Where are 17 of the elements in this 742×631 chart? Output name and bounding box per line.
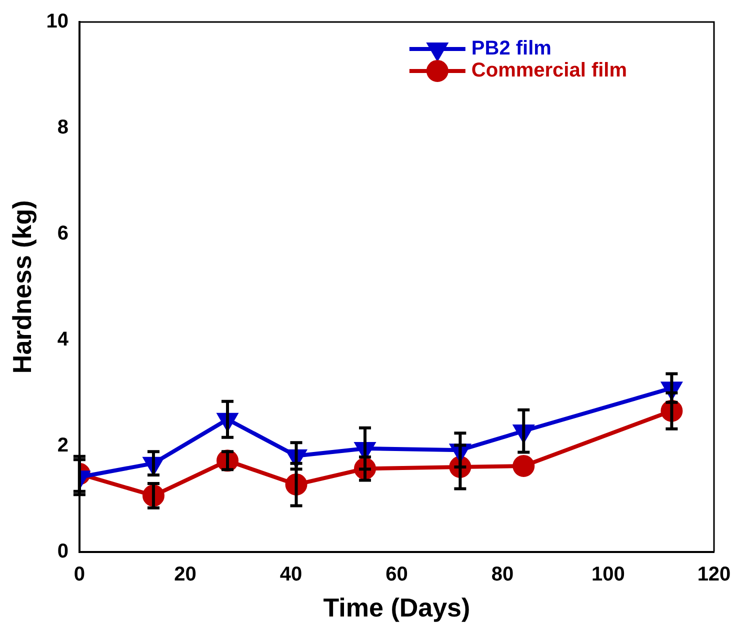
- x-axis-title: Time (Days): [323, 592, 470, 623]
- x-tick-label: 0: [74, 563, 86, 586]
- x-tick-label: 20: [174, 563, 196, 586]
- legend-label: Commercial film: [471, 60, 628, 82]
- x-tick-label: 100: [592, 563, 625, 586]
- legend-label: PB2 film: [471, 38, 552, 60]
- y-tick-label: 10: [46, 10, 68, 33]
- x-tick-label: 80: [491, 563, 514, 586]
- x-tick-label: 60: [386, 563, 408, 586]
- y-tick-label: 8: [57, 116, 68, 138]
- y-tick-label: 2: [57, 434, 68, 456]
- y-axis-title: Hardness (kg): [6, 200, 37, 374]
- y-tick-label: 0: [57, 540, 68, 562]
- x-tick-label: 40: [280, 563, 302, 586]
- y-tick-label: 6: [57, 222, 68, 244]
- x-tick-label: 120: [697, 563, 731, 586]
- y-tick-label: 4: [57, 328, 70, 350]
